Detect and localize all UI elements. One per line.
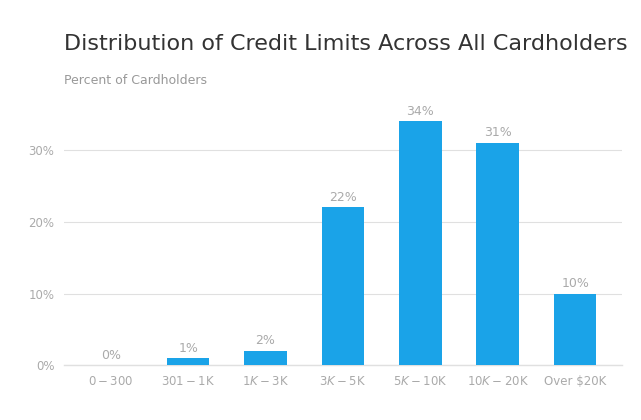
Text: 10%: 10% [562,277,589,290]
Text: Distribution of Credit Limits Across All Cardholders: Distribution of Credit Limits Across All… [64,34,628,54]
Text: 2%: 2% [256,334,276,347]
Text: 22%: 22% [329,191,357,204]
Text: 1%: 1% [178,341,198,354]
Bar [322,207,364,365]
Text: Percent of Cardholders: Percent of Cardholders [64,74,207,87]
Text: 34%: 34% [406,105,434,118]
Bar [244,351,287,365]
Text: 31%: 31% [484,126,512,139]
Bar [554,294,596,365]
Text: 0%: 0% [101,349,121,362]
Bar [167,358,210,365]
Bar [476,143,519,365]
Bar [399,121,442,365]
